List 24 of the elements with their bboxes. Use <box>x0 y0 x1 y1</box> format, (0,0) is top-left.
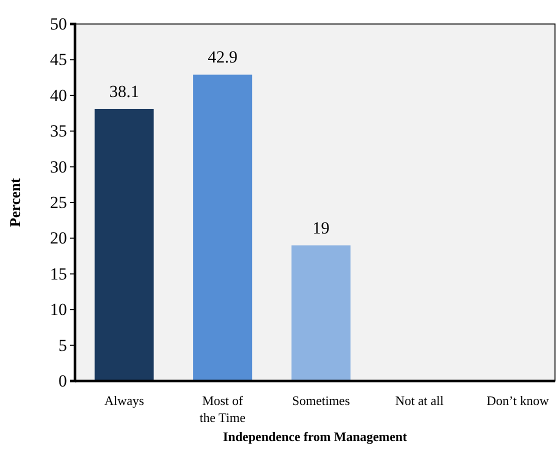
y-tick-label: 40 <box>50 86 67 105</box>
data-label: 19 <box>312 218 330 238</box>
x-tick-label: Don’t know <box>486 393 550 408</box>
data-label: 38.1 <box>109 82 140 101</box>
y-tick-label: 10 <box>50 300 67 320</box>
y-tick-label: 30 <box>50 157 67 176</box>
y-axis-title: Percent <box>8 178 24 227</box>
y-tick-label: 45 <box>50 50 67 70</box>
bar <box>291 245 351 381</box>
x-tick-label: Sometimes <box>292 393 350 408</box>
y-tick-label: 15 <box>50 264 67 284</box>
x-tick-label: Not at all <box>395 393 444 408</box>
y-tick-label: 0 <box>58 371 67 390</box>
bar <box>193 74 252 381</box>
y-tick-label: 5 <box>58 336 67 355</box>
y-tick-label: 25 <box>50 192 67 212</box>
x-axis-title: Independence from Management <box>223 429 408 444</box>
y-tick-label: 50 <box>50 14 67 34</box>
x-tick-label: Always <box>104 393 144 408</box>
data-label: 42.9 <box>208 48 238 67</box>
x-tick-label: Most of the Time <box>200 393 246 425</box>
y-tick-label: 35 <box>50 122 67 141</box>
y-tick-label: 20 <box>50 228 67 248</box>
bar <box>94 108 154 381</box>
